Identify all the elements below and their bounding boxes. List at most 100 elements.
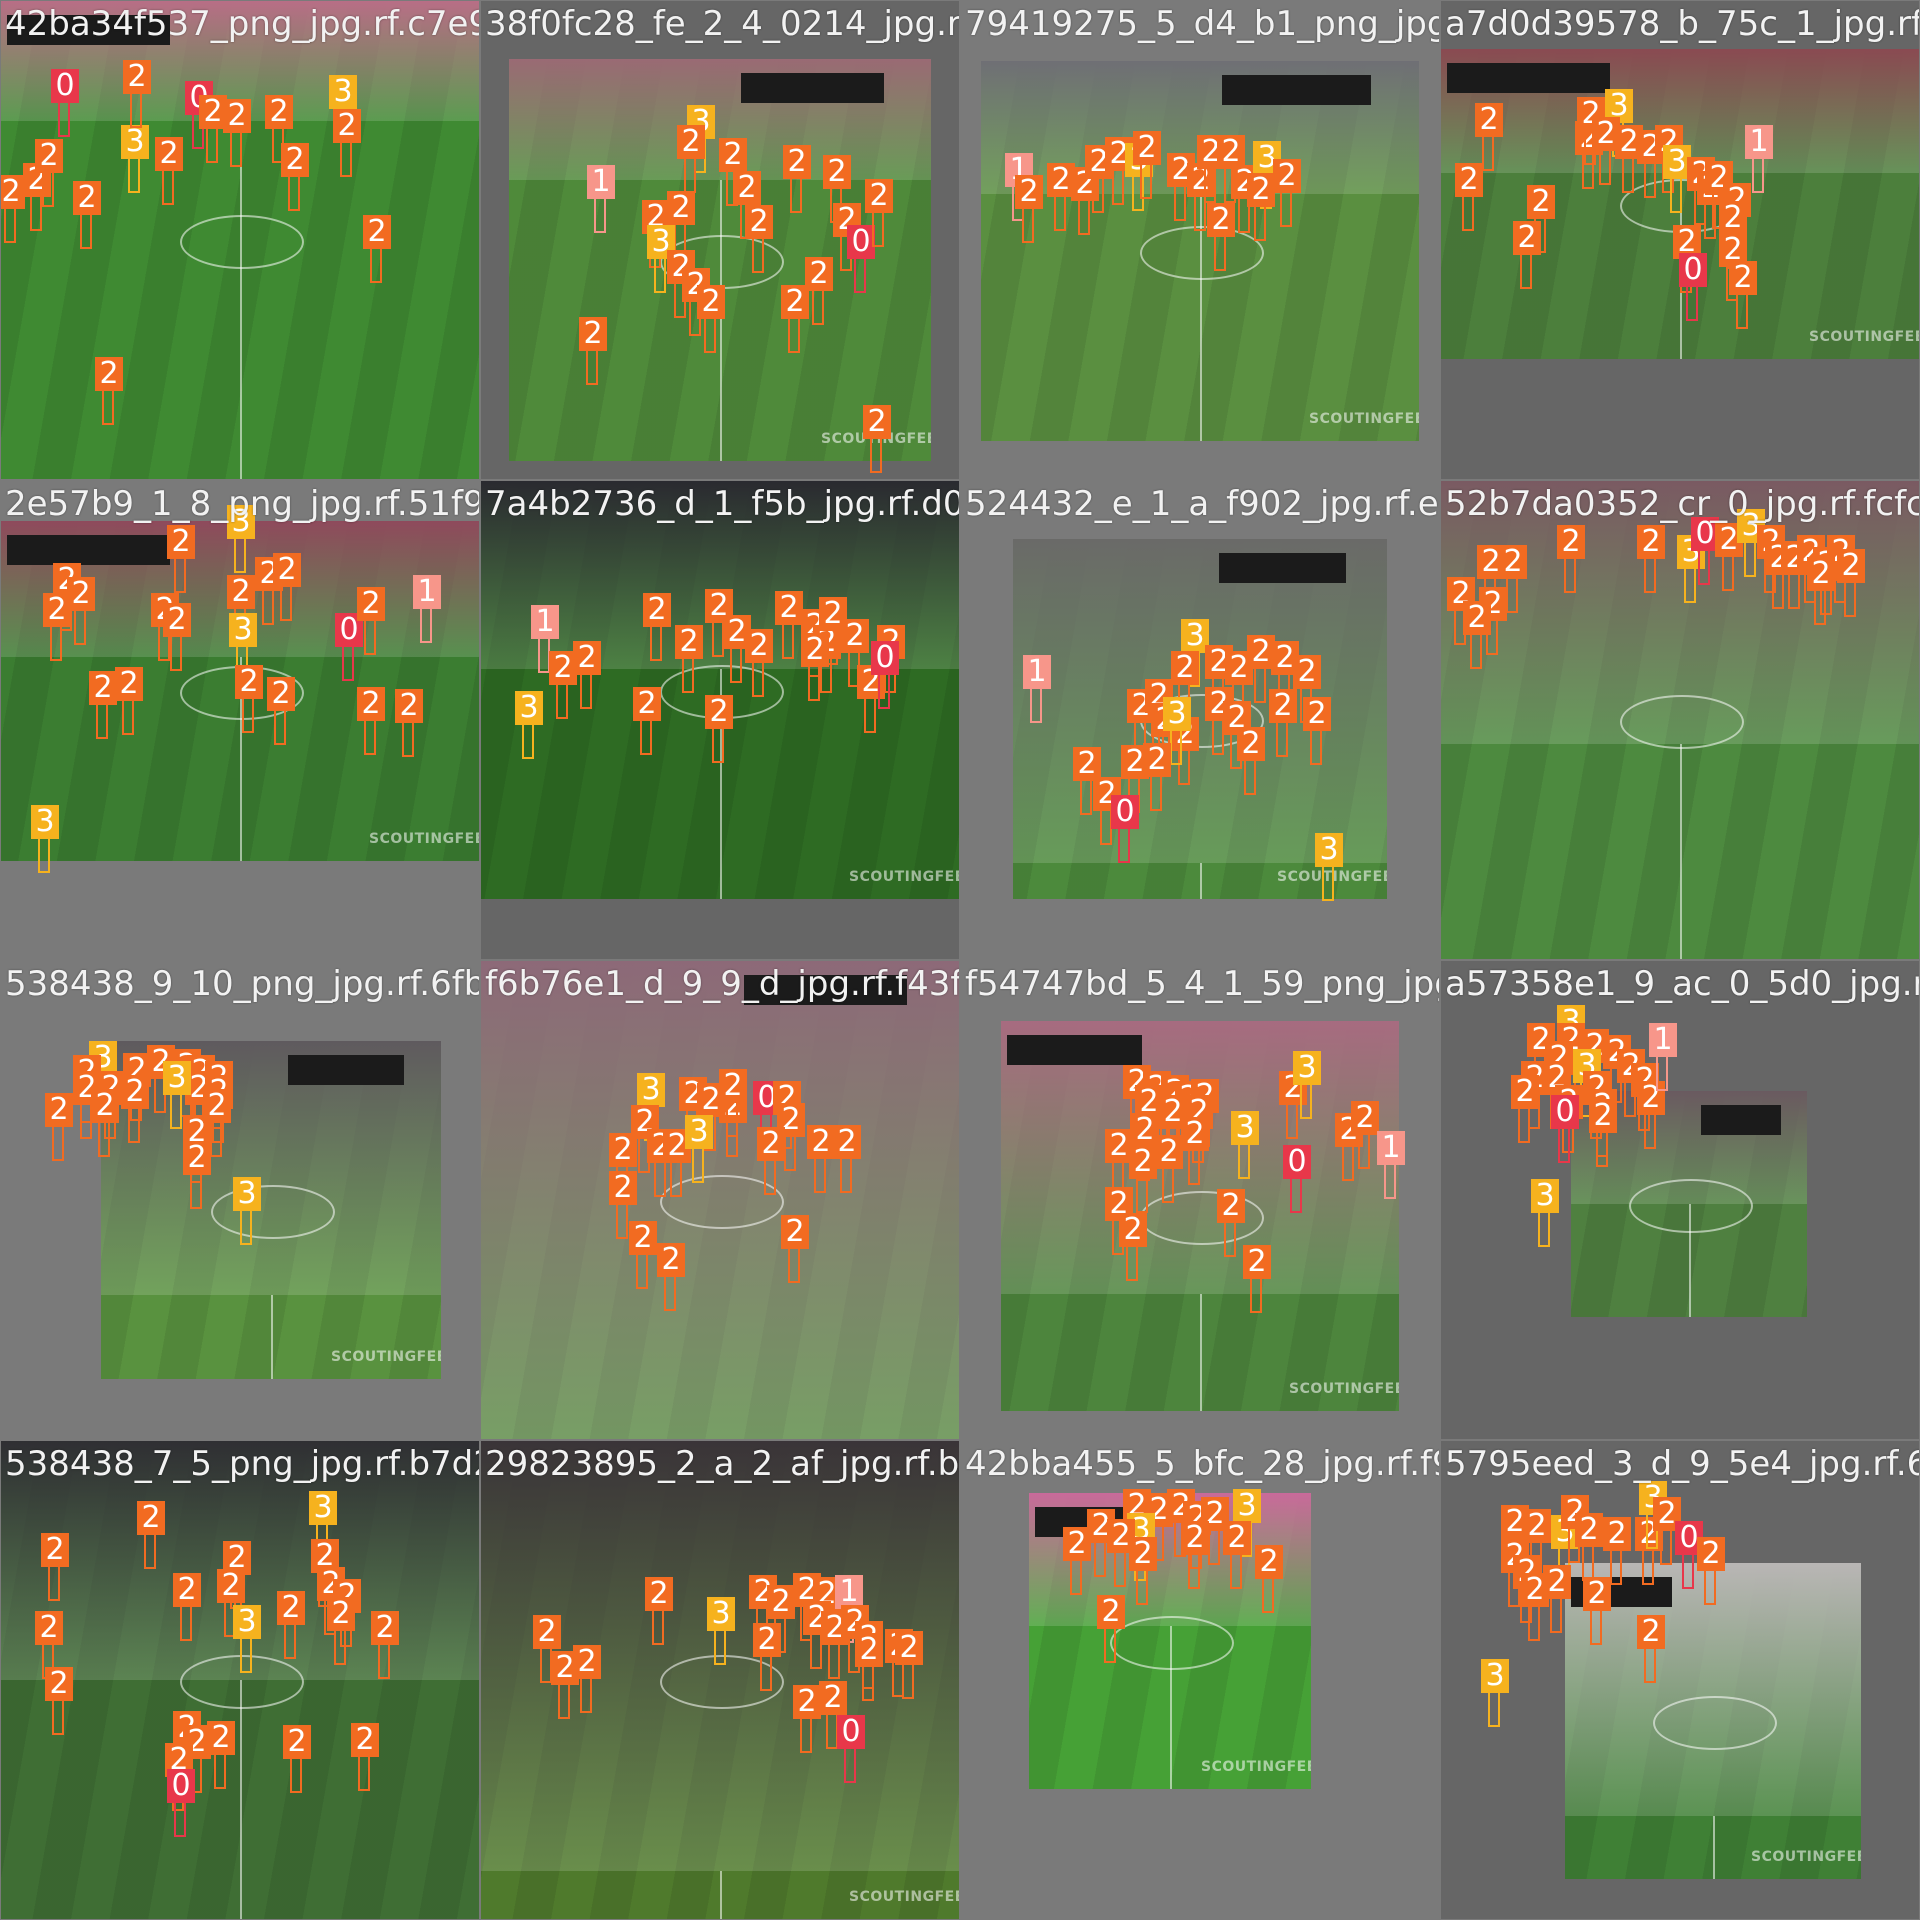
detection-box: 2 (1575, 1513, 1603, 1583)
class-label: 2 (121, 1075, 149, 1109)
detection-box: 2 (1237, 727, 1265, 797)
mosaic-tile[interactable]: SCOUTINGFEED2232222122222222222202982389… (481, 1441, 959, 1919)
class-label: 2 (73, 181, 101, 215)
class-label: 0 (335, 613, 363, 647)
class-label: 2 (793, 1685, 821, 1719)
pitch-center-line (1713, 1816, 1715, 1879)
tile-filename: 79419275_5_d4_b1_png_jpg.rf.b5 (965, 4, 1439, 44)
pitch-image: SCOUTINGFEED (509, 59, 931, 461)
mosaic-tile[interactable]: 222230232222222222252b7da0352_cr_0_jpg.r… (1441, 481, 1919, 959)
detection-box: 2 (1513, 221, 1541, 291)
detection-box: 2 (821, 1611, 849, 1681)
detection-box: 2 (1217, 1189, 1245, 1259)
mosaic-tile[interactable]: 3 2 2 2 2 0 2 2 2 2 2 2 3 2 2 2 2 2 2 2 f6b76e1_d_9_9_d_jpg.… (481, 961, 959, 1439)
redaction-box (1219, 553, 1346, 583)
mosaic-tile[interactable]: 0222232202222322242ba34f537_png_jpg.rf.c… (1, 1, 479, 479)
detection-box: 0 (837, 1715, 865, 1785)
mosaic-tile[interactable]: 2322222222232222222220538438_7_5_png_jpg… (1, 1441, 479, 1919)
class-label: 3 (1181, 619, 1209, 653)
class-label: 2 (767, 1585, 795, 1619)
class-label: 2 (757, 1127, 785, 1161)
detection-box: 2 (573, 1645, 601, 1715)
mosaic-tile[interactable]: SCOUTINGFEED2322222222302122222232e57b9_… (1, 481, 479, 959)
class-label: 2 (333, 109, 361, 143)
class-label: 2 (363, 215, 391, 249)
class-label: 0 (51, 69, 79, 103)
detection-box: 3 (1293, 1051, 1321, 1121)
mosaic-tile[interactable]: SCOUTINGFEED122222222222202222237a4b2736… (481, 481, 959, 959)
class-label: 2 (579, 317, 607, 351)
class-label: 2 (705, 695, 733, 729)
mosaic-tile[interactable]: SCOUTINGFEED3222222232222222223538438_9_… (1, 961, 479, 1439)
detection-box: 2 (123, 60, 151, 130)
class-label: 3 (163, 1061, 191, 1095)
detection-box: 2 (745, 205, 773, 275)
class-label: 2 (1105, 1129, 1133, 1163)
class-label: 2 (1143, 743, 1171, 777)
class-label: 2 (183, 1141, 211, 1175)
detection-box: 2 (1105, 1129, 1133, 1199)
class-label: 0 (167, 1769, 195, 1803)
detection-box: 2 (45, 1667, 73, 1737)
class-label: 2 (677, 125, 705, 159)
class-label: 2 (819, 597, 847, 631)
watermark-text: SCOUTINGFEED (331, 1349, 441, 1365)
mosaic-tile[interactable]: SCOUTINGFEED13222322222222220222238f0fc2… (481, 1, 959, 479)
detection-box: 2 (265, 95, 293, 165)
detection-box: 2 (1603, 1517, 1631, 1587)
class-label: 2 (357, 687, 385, 721)
detection-box: 2 (227, 575, 255, 645)
mosaic-tile[interactable]: SCOUTINGFEED1322222222223222222220235244… (961, 481, 1439, 959)
pitch-image (1571, 1091, 1807, 1317)
class-label: 2 (1159, 1095, 1187, 1129)
pitch-center-circle (660, 1175, 784, 1229)
class-label: 2 (719, 138, 747, 172)
detection-box: 2 (819, 597, 847, 667)
class-label: 2 (1223, 1521, 1251, 1555)
mosaic-tile[interactable]: SCOUTINGFEED2232222320222222235795eed_3_… (1441, 1441, 1919, 1919)
mosaic-tile[interactable]: SCOUTINGFEED2222322222322222120222a7d0d3… (1441, 1, 1919, 479)
redaction-box (288, 1055, 404, 1085)
detection-box: 3 (233, 1605, 261, 1675)
detection-box: 2 (805, 257, 833, 327)
class-label: 2 (277, 1591, 305, 1625)
class-label: 3 (227, 505, 255, 539)
detection-box: 2 (1205, 645, 1233, 715)
class-label: 2 (833, 1125, 861, 1159)
class-label: 2 (163, 603, 191, 637)
detection-box: 2 (719, 1069, 747, 1139)
class-label: 2 (1575, 1513, 1603, 1547)
class-label: 2 (167, 525, 195, 559)
class-label: 0 (871, 641, 899, 675)
mosaic-tile[interactable]: SCOUTINGFEED1222223222222322279419275_5_… (961, 1, 1439, 479)
class-label: 2 (45, 1667, 73, 1701)
class-label: 2 (1097, 1595, 1125, 1629)
detection-box: 2 (1269, 689, 1297, 759)
pitch-center-line (240, 657, 242, 861)
detection-box: 2 (281, 143, 309, 213)
class-label: 2 (865, 179, 893, 213)
tile-filename: 524432_e_1_a_f902_jpg.rf.e05 (965, 484, 1439, 524)
mosaic-tile[interactable]: SCOUTINGFEED22222323222222242bba455_5_bf… (961, 1441, 1439, 1919)
class-label: 3 (1481, 1659, 1509, 1693)
class-label: 2 (1129, 1145, 1157, 1179)
mosaic-tile[interactable]: 32222232222222221023a57358e1_9_ac_0_5d0_… (1441, 961, 1919, 1439)
detection-box: 2 (781, 285, 809, 355)
tile-filename: 538438_7_5_png_jpg.rf.b7d2 (5, 1444, 479, 1484)
pitch-image: SCOUTINGFEED (981, 61, 1419, 441)
detection-box: 2 (207, 1721, 235, 1791)
redaction-box (741, 73, 884, 103)
class-label: 2 (697, 285, 725, 319)
pitch-center-circle (1629, 1179, 1753, 1233)
detection-box: 2 (697, 285, 725, 355)
class-label: 2 (753, 1623, 781, 1657)
class-label: 0 (1111, 795, 1139, 829)
class-label: 2 (137, 1501, 165, 1535)
watermark-text: SCOUTINGFEED (821, 431, 931, 447)
mosaic-tile[interactable]: SCOUTINGFEED222222222222232302212222f547… (961, 961, 1439, 1439)
class-label: 3 (309, 1491, 337, 1525)
pitch-center-line (1200, 1294, 1202, 1411)
detection-box: 2 (1181, 1521, 1209, 1591)
class-label: 1 (1023, 655, 1051, 689)
detection-box: 2 (1807, 557, 1835, 627)
